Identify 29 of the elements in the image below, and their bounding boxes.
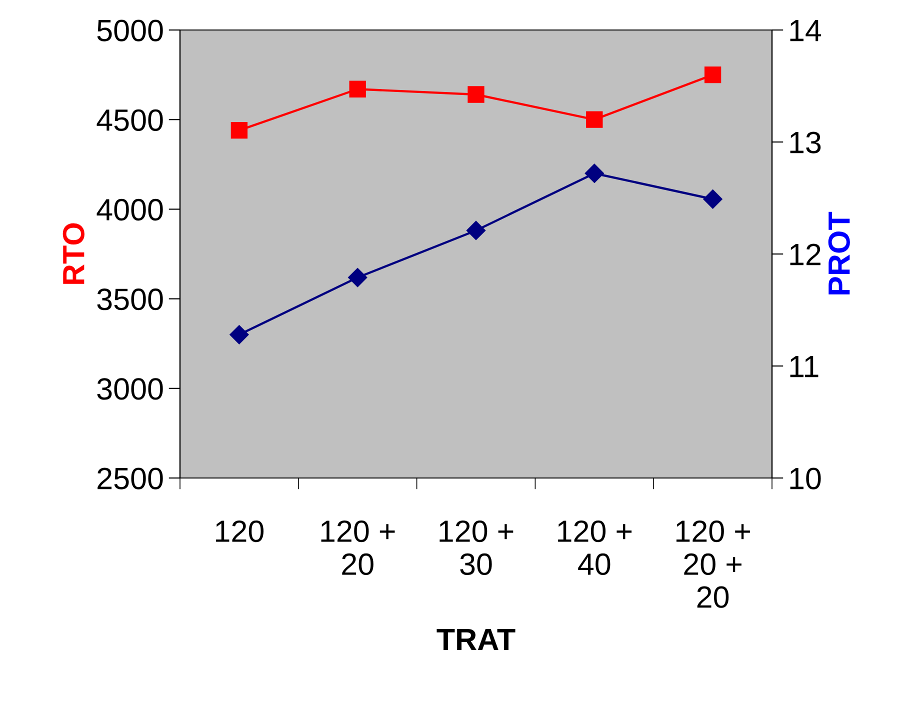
point — [466, 220, 486, 240]
y-tick-label: 5000 — [97, 20, 163, 42]
x-tick-label: 120 — [216, 520, 264, 542]
x-tick-label: 120 + 20 — [321, 520, 395, 576]
y-tick-label: 3500 — [97, 288, 163, 310]
y-tick-label: 2500 — [98, 468, 163, 490]
x-tick-label: 120 + 40 — [558, 520, 632, 576]
y2-tick-label: 13 — [790, 132, 821, 154]
point — [703, 190, 722, 209]
y-tick-label: 4500 — [96, 109, 163, 131]
point — [704, 66, 722, 84]
x-axis-title: TRAT — [436, 628, 516, 650]
y2-tick-label: 12 — [790, 244, 820, 266]
y-axis-title: RTO — [62, 223, 84, 284]
y2-tick-label: 11 — [790, 356, 818, 378]
point — [230, 325, 249, 344]
y-tick-label: 3000 — [97, 378, 163, 400]
point — [586, 111, 603, 128]
y2-tick-label: 14 — [790, 20, 822, 42]
point — [230, 122, 248, 139]
y2-tick-label: 10 — [790, 468, 821, 490]
point — [584, 164, 604, 183]
x-tick-label: 120 + 20 + 20 — [676, 520, 750, 608]
point — [348, 268, 368, 288]
point — [468, 86, 484, 103]
y-tick-label: 4000 — [96, 198, 163, 221]
point — [349, 80, 366, 98]
y2-axis-title: PROT — [828, 212, 850, 294]
x-tick-label: 120 + 30 — [440, 520, 514, 576]
